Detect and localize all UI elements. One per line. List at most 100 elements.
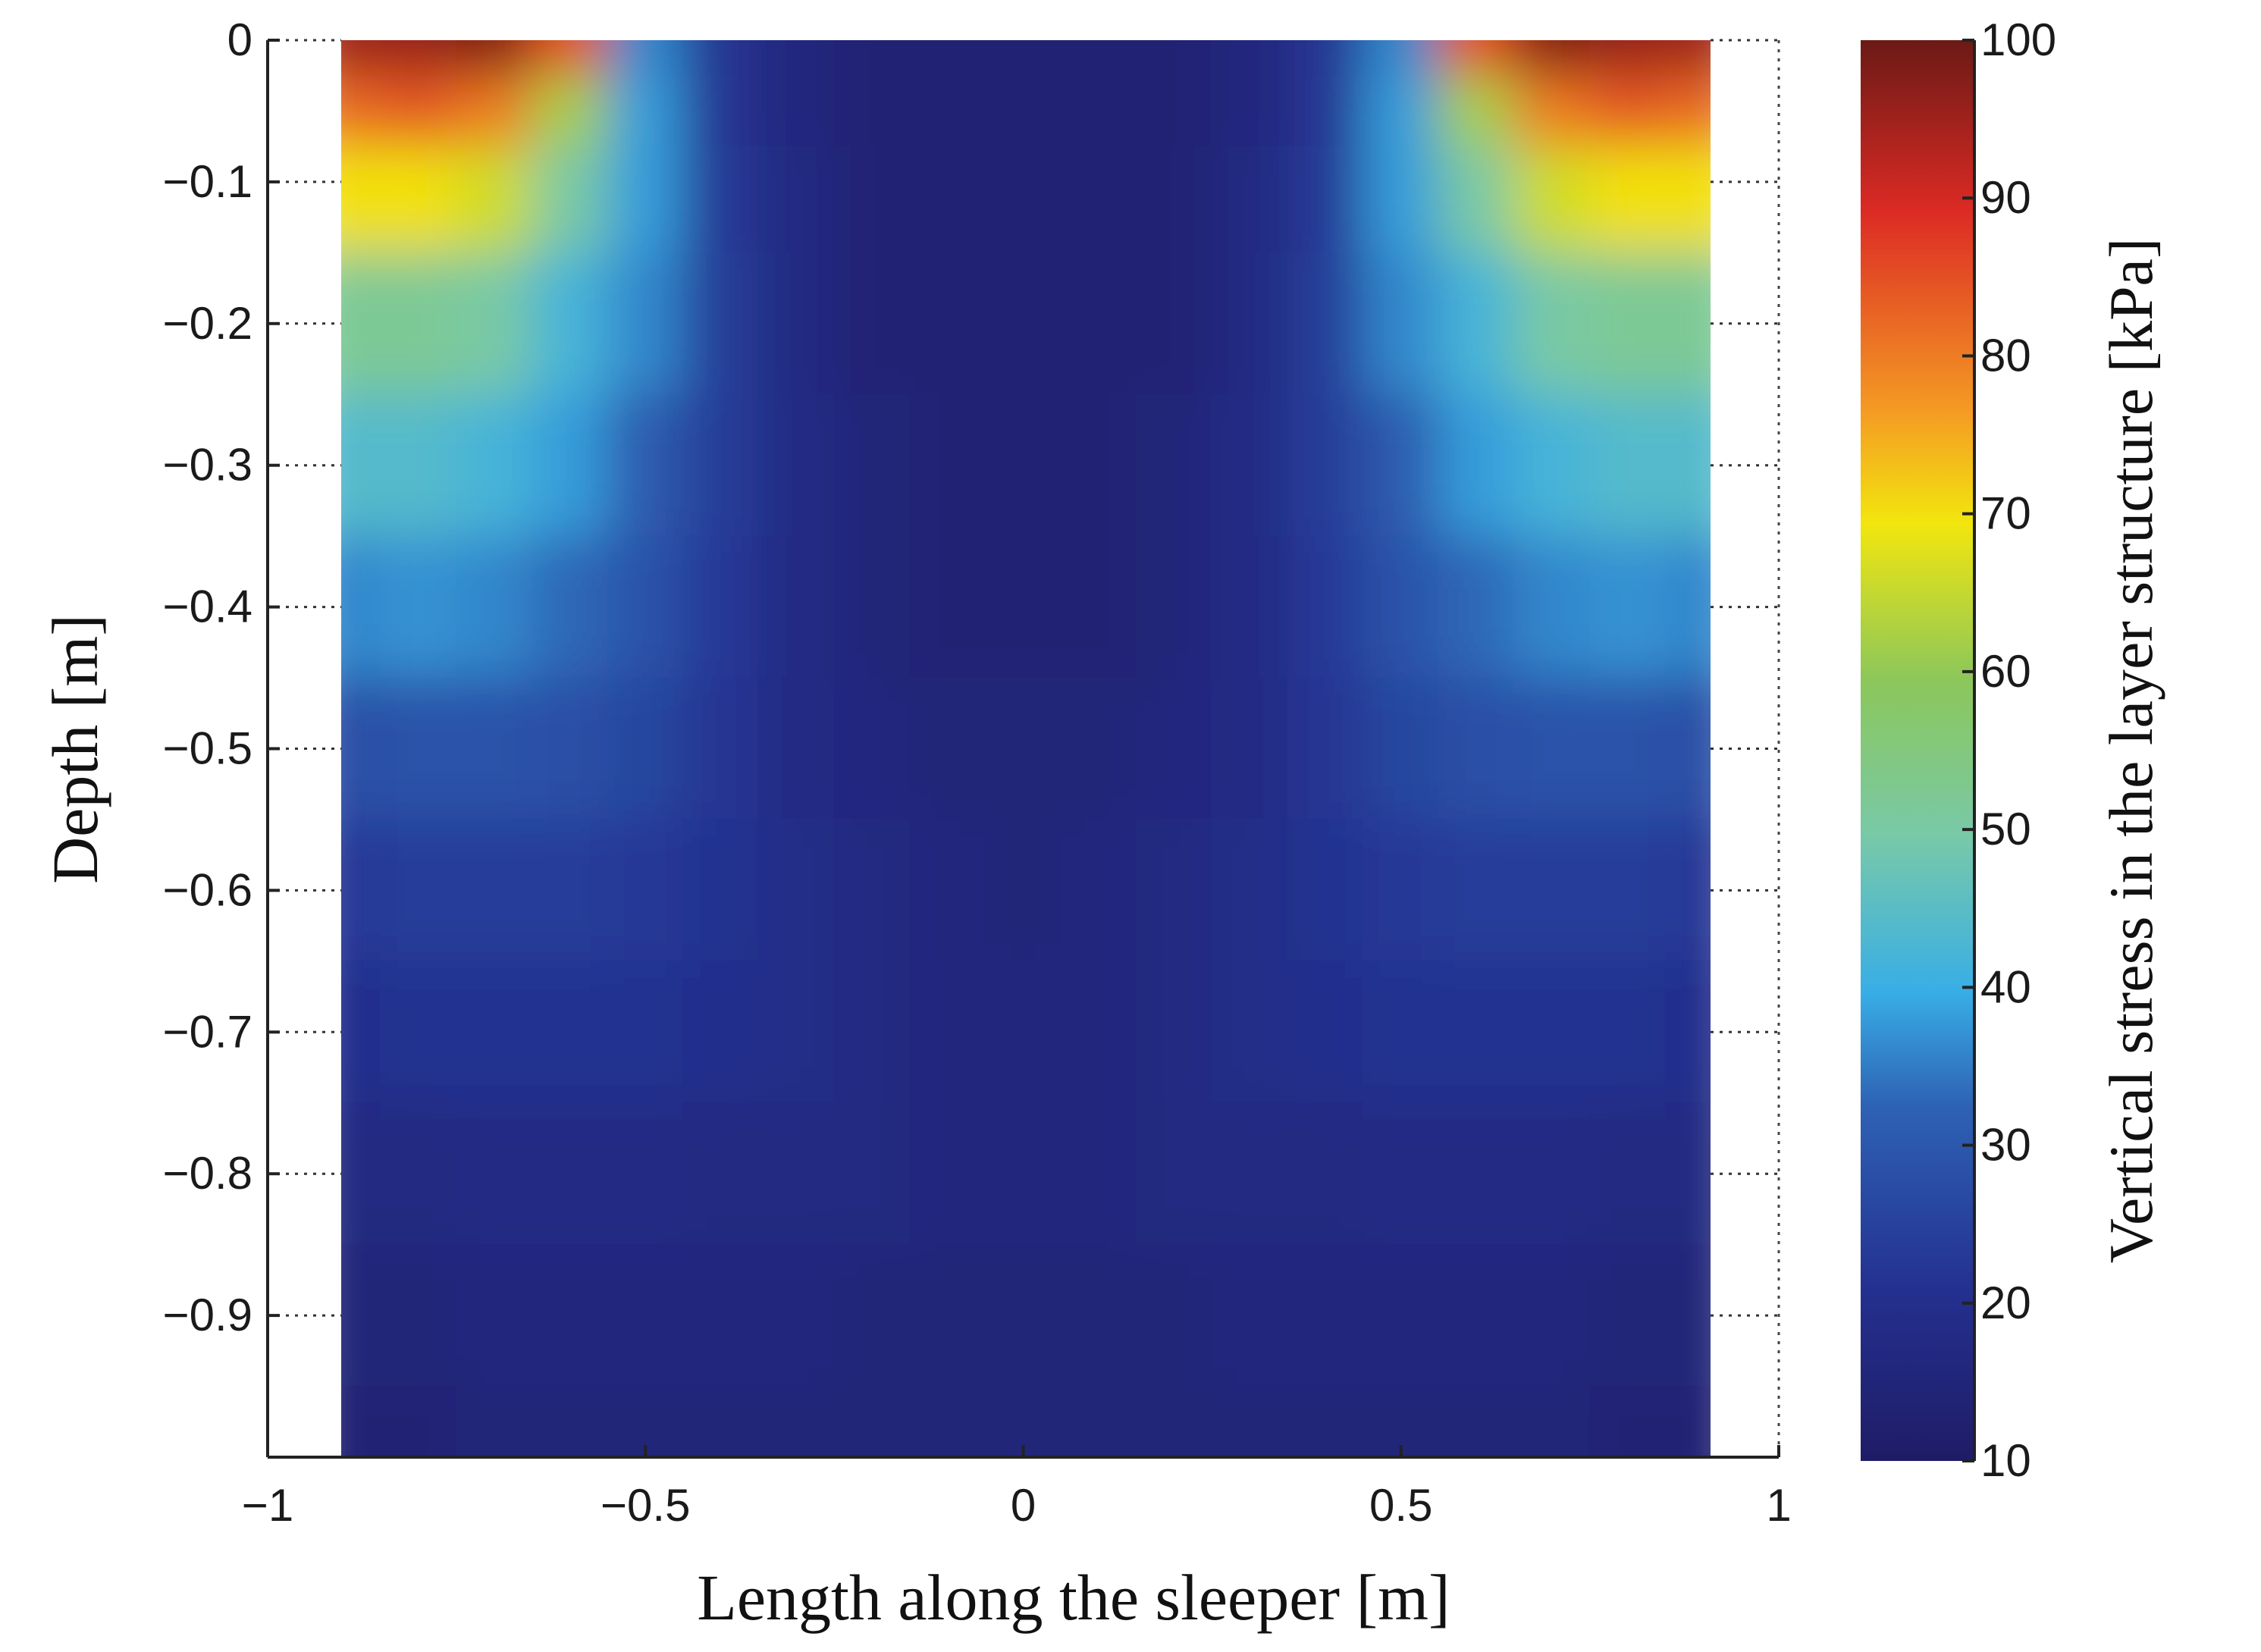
heatmap-cell [456, 960, 533, 1104]
x-tick-label: −1 [242, 1480, 293, 1531]
heatmap-cell [380, 1385, 458, 1457]
heatmap-cell [380, 960, 458, 1104]
heatmap-cell [1287, 252, 1364, 396]
heatmap-cell [909, 1243, 986, 1387]
heatmap-cell [1211, 535, 1289, 679]
heatmap-cell [531, 74, 609, 148]
heatmap-cell [682, 1102, 760, 1246]
heatmap-cell [1287, 393, 1364, 538]
heatmap-cell [531, 1102, 609, 1246]
heatmap-cell [833, 252, 911, 396]
heatmap-cell [531, 677, 609, 820]
y-tick-label: −0.1 [163, 156, 252, 207]
heatmap-cell [1362, 393, 1440, 538]
heatmap-cell [1664, 1385, 1711, 1457]
heatmap-cell [531, 535, 609, 679]
heatmap-cell [456, 677, 533, 820]
heatmap-cell [1362, 146, 1440, 254]
heatmap-cell [1438, 1243, 1516, 1387]
heatmap-cell [984, 535, 1062, 679]
heatmap-cell [607, 146, 685, 254]
heatmap-cell [757, 818, 836, 962]
heatmap-cell [1513, 74, 1591, 148]
heatmap-cell [1211, 40, 1289, 77]
dotted-tick-lines [268, 39, 1779, 1317]
heatmap-cell [1060, 252, 1137, 396]
heatmap-cell [531, 818, 609, 962]
heatmap-cell [1438, 1102, 1516, 1246]
heatmap-cell [380, 818, 458, 962]
heatmap-cell [1588, 74, 1667, 148]
y-tick-label: −0.9 [163, 1290, 252, 1340]
heatmap-cell [1588, 960, 1667, 1104]
heatmap-cell [1513, 393, 1591, 538]
y-axis-ticks: 0 −0.1 −0.2 −0.3 −0.4 −0.5 −0.6 −0.7 −0.8 −0.9 [163, 14, 280, 1340]
heatmap-cell [833, 960, 911, 1104]
heatmap-cell [1060, 40, 1137, 77]
heatmap-cell [1287, 818, 1364, 962]
heatmap-cell [909, 1385, 986, 1457]
heatmap-cell [607, 393, 685, 538]
colorbar-tick-label: 70 [1980, 488, 2031, 539]
heatmap-cell [341, 252, 382, 396]
heatmap-cell [833, 40, 911, 77]
heatmap-cell [1135, 1243, 1213, 1387]
heatmap-cell [341, 74, 382, 148]
heatmap-cell [833, 818, 911, 962]
heatmap-cell [1513, 535, 1591, 679]
heatmap-cell [984, 40, 1062, 77]
heatmap-cell [682, 146, 760, 254]
heatmap-cell [1060, 74, 1137, 148]
heatmap-cell [984, 74, 1062, 148]
heatmap-cell [1287, 960, 1364, 1104]
heatmap-cell [1135, 1102, 1213, 1246]
heatmap-cell [1664, 818, 1711, 962]
heatmap-cell [607, 818, 685, 962]
heatmap-cell [1060, 1243, 1137, 1387]
heatmap-cell [757, 677, 836, 820]
heatmap-cell [380, 677, 458, 820]
heatmap-cell [1588, 393, 1667, 538]
heatmap-cell [341, 818, 382, 962]
colorbar [1861, 40, 1974, 1461]
heatmap-cell [1362, 1243, 1440, 1387]
heatmap-cell [531, 960, 609, 1104]
heatmap-cell [833, 393, 911, 538]
y-tick-label: −0.3 [163, 440, 252, 491]
heatmap-cell [1362, 1102, 1440, 1246]
y-tick-label: −0.4 [163, 581, 252, 632]
heatmap-cell [341, 40, 382, 77]
heatmap-cell [757, 252, 836, 396]
heatmap-cell [909, 535, 986, 679]
heatmap-cell [833, 1102, 911, 1246]
heatmap-cell [1513, 146, 1591, 254]
heatmap-cell [1513, 252, 1591, 396]
heatmap-cell [1513, 1243, 1591, 1387]
y-tick-label: −0.2 [163, 298, 252, 349]
heatmap-cell [1438, 1385, 1516, 1457]
heatmap-cell [607, 1243, 685, 1387]
heatmap-cell [341, 1243, 382, 1387]
heatmap-cell [909, 960, 986, 1104]
heatmap-cell [1588, 818, 1667, 962]
heatmap-cell [1664, 960, 1711, 1104]
heatmap-cell [456, 40, 533, 77]
x-axis-label: Length along the sleeper [m] [697, 1561, 1450, 1634]
heatmap-cell [607, 677, 685, 820]
heatmap-cell [380, 393, 458, 538]
heatmap-cell [1135, 393, 1213, 538]
heatmap-cell [1362, 818, 1440, 962]
heatmap-cell [1513, 960, 1591, 1104]
y-tick-label: 0 [227, 14, 252, 65]
heatmap-cell [341, 1102, 382, 1246]
heatmap-cell [531, 146, 609, 254]
heatmap-cell [1287, 40, 1364, 77]
heatmap-cell [984, 677, 1062, 820]
heatmap-cell [984, 252, 1062, 396]
heatmap-cell [1664, 535, 1711, 679]
heatmap-cell [1362, 535, 1440, 679]
heatmap-cell [833, 535, 911, 679]
heatmap-cell [1438, 40, 1516, 77]
heatmap-cell [757, 960, 836, 1104]
heatmap-cell [909, 146, 986, 254]
